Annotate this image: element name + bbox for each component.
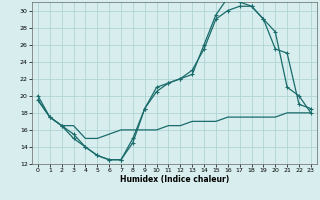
X-axis label: Humidex (Indice chaleur): Humidex (Indice chaleur) <box>120 175 229 184</box>
